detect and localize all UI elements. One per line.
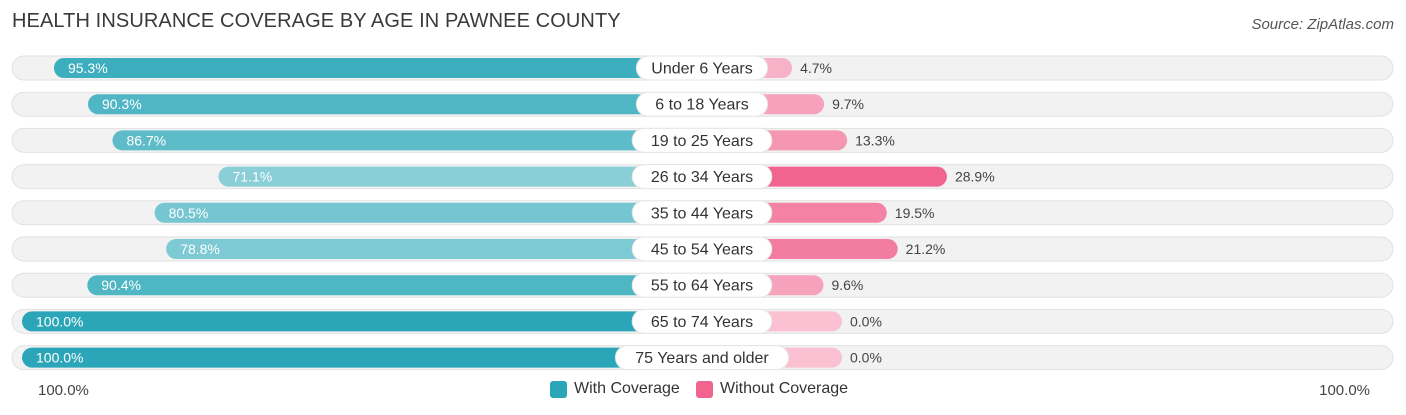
chart-row: 90.3% 9.7% 6 to 18 Years <box>11 91 1394 117</box>
value-label-without-coverage: 0.0% <box>850 350 882 366</box>
chart-plot: 95.3% 4.7% Under 6 Years 90.3% 9.7% 6 to 18 Y… <box>11 55 1394 371</box>
legend-label-with-coverage: With Coverage <box>574 380 680 397</box>
bar-with-coverage <box>166 239 702 259</box>
category-pill <box>631 308 773 334</box>
value-label-with-coverage: 78.8% <box>180 241 220 257</box>
value-label-without-coverage: 19.5% <box>895 205 935 221</box>
category-pill <box>631 164 773 190</box>
category-label: 55 to 64 Years <box>651 278 753 295</box>
value-label-without-coverage: 0.0% <box>850 313 882 329</box>
value-label-without-coverage: 28.9% <box>955 169 995 185</box>
bar-with-coverage <box>218 166 702 187</box>
chart-row: 100.0% 0.0% 65 to 74 Years <box>11 308 1394 334</box>
value-label-with-coverage: 95.3% <box>68 60 108 76</box>
category-pill <box>631 236 773 262</box>
value-label-with-coverage: 86.7% <box>126 132 166 148</box>
axis-left-label: 100.0% <box>38 382 89 399</box>
category-label: 26 to 34 Years <box>651 169 753 186</box>
value-label-without-coverage: 21.2% <box>906 241 946 257</box>
source-label: Source: ZipAtlas.com <box>1251 16 1394 33</box>
category-label: 35 to 44 Years <box>651 205 753 222</box>
category-pill <box>631 127 773 153</box>
value-label-with-coverage: 80.5% <box>169 205 209 221</box>
category-pill <box>635 55 769 81</box>
chart-row: 80.5% 19.5% 35 to 44 Years <box>11 200 1394 226</box>
bar-with-coverage <box>87 275 702 296</box>
value-label-without-coverage: 4.7% <box>800 60 832 76</box>
bar-with-coverage <box>112 130 702 151</box>
bar-with-coverage <box>154 202 703 223</box>
category-pill <box>631 200 773 226</box>
bar-with-coverage <box>22 347 702 368</box>
chart-row: 71.1% 28.9% 26 to 34 Years <box>11 164 1394 190</box>
chart-row: 95.3% 4.7% Under 6 Years <box>11 55 1394 81</box>
category-label: 65 to 74 Years <box>651 314 753 331</box>
category-label: Under 6 Years <box>651 61 752 78</box>
chart-row: 100.0% 0.0% 75 Years and older <box>11 345 1394 371</box>
category-pill <box>635 91 769 117</box>
bar-with-coverage <box>87 94 702 115</box>
bar-with-coverage <box>22 311 702 332</box>
axis-right-label: 100.0% <box>1319 382 1370 399</box>
value-label-without-coverage: 9.7% <box>832 96 864 112</box>
value-label-with-coverage: 71.1% <box>233 169 273 185</box>
value-label-with-coverage: 90.3% <box>102 96 142 112</box>
category-label: 75 Years and older <box>635 350 769 367</box>
chart-row: 78.8% 21.2% 45 to 54 Years <box>11 236 1394 262</box>
legend-label-without-coverage: Without Coverage <box>720 380 849 397</box>
legend-item-with-coverage: With Coverage <box>550 380 680 398</box>
category-label: 45 to 54 Years <box>651 242 753 259</box>
legend-swatch-without-coverage <box>696 380 713 398</box>
category-pill <box>631 272 773 298</box>
value-label-without-coverage: 9.6% <box>831 277 863 293</box>
legend-item-without-coverage: Without Coverage <box>696 380 848 398</box>
chart-title: HEALTH INSURANCE COVERAGE BY AGE IN PAWN… <box>12 10 621 32</box>
value-label-with-coverage: 100.0% <box>36 313 83 329</box>
chart-row: 90.4% 9.6% 55 to 64 Years <box>11 272 1394 298</box>
bar-with-coverage <box>53 58 702 78</box>
value-label-with-coverage: 100.0% <box>36 350 83 366</box>
category-label: 6 to 18 Years <box>655 97 748 114</box>
value-label-without-coverage: 13.3% <box>855 132 895 148</box>
chart-row: 86.7% 13.3% 19 to 25 Years <box>11 127 1394 153</box>
category-pill <box>614 345 790 371</box>
category-label: 19 to 25 Years <box>651 133 753 150</box>
legend-swatch-with-coverage <box>550 380 567 398</box>
value-label-with-coverage: 90.4% <box>101 277 141 293</box>
